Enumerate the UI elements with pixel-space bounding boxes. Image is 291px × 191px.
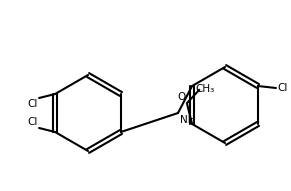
Text: Cl: Cl <box>277 83 287 93</box>
Text: Cl: Cl <box>28 117 38 127</box>
Text: O: O <box>178 92 186 102</box>
Text: NH: NH <box>180 115 196 125</box>
Text: CH₃: CH₃ <box>195 84 214 94</box>
Text: Cl: Cl <box>28 99 38 109</box>
